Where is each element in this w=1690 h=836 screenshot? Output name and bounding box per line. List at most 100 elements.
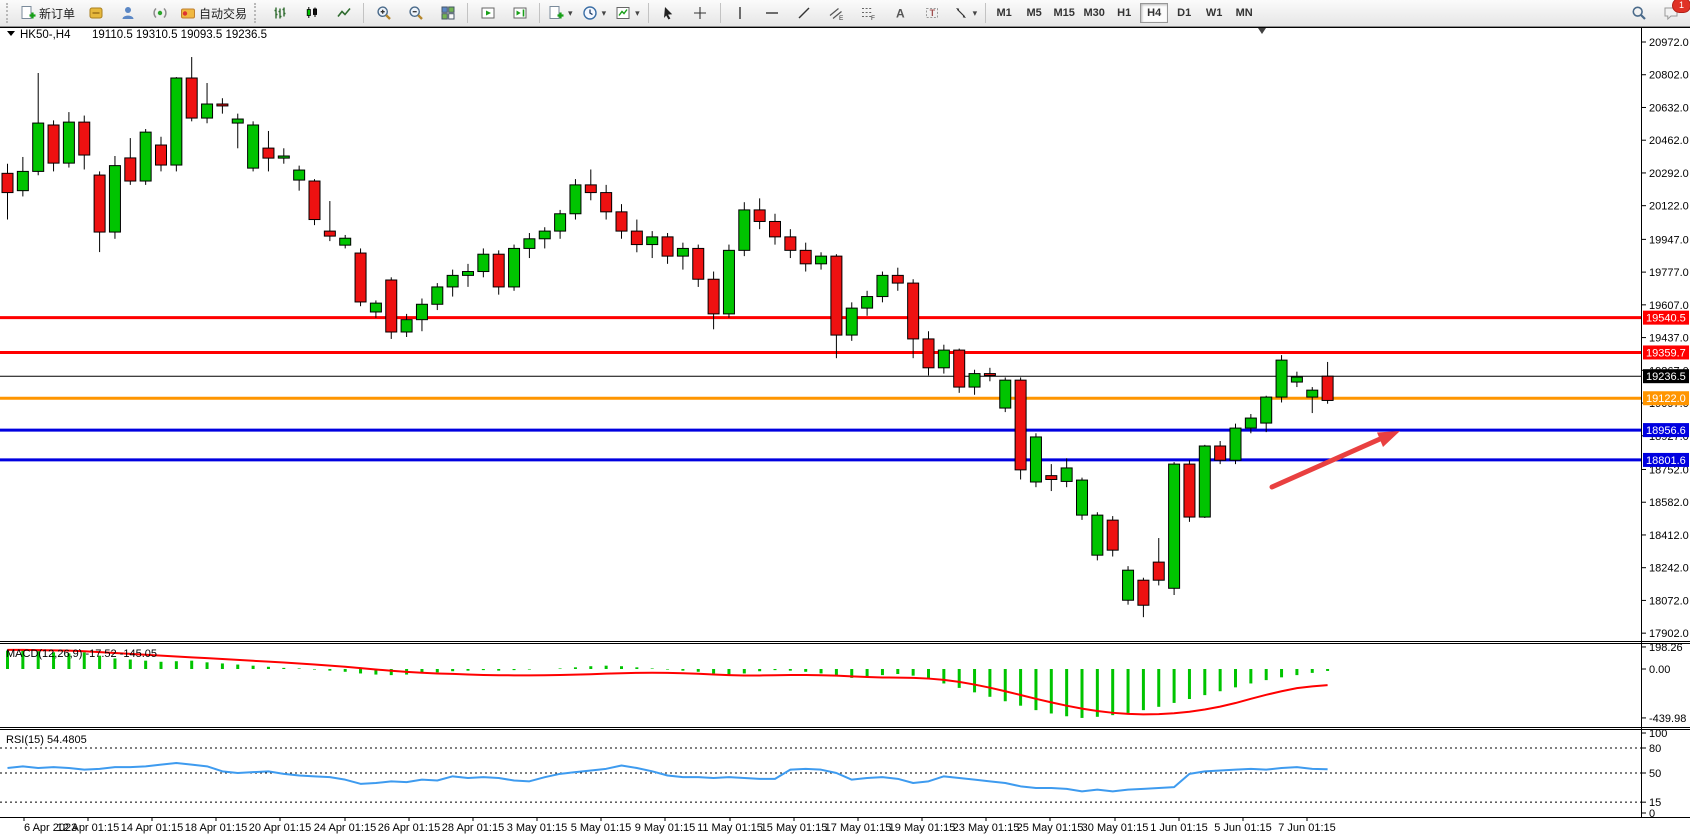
timeframe-button-MN[interactable]: MN [1235, 7, 1253, 19]
toolbar-separator [985, 3, 987, 23]
svg-text:-439.98: -439.98 [1649, 713, 1686, 725]
horizontal-line-button[interactable] [757, 1, 788, 25]
auto-trading-button[interactable]: 自动交易 [176, 1, 251, 25]
indicator-axes[interactable]: 198.26 0.00 -439.98 100 80 50 150 [1641, 642, 1686, 820]
macd-signal-line [7, 648, 1328, 716]
svg-text:20802.0: 20802.0 [1649, 70, 1689, 82]
crosshair-button[interactable] [685, 1, 716, 25]
timeframe-button-M5[interactable]: M5 [1026, 7, 1042, 19]
toolbar-separator [363, 3, 365, 23]
svg-text:28 Apr 01:15: 28 Apr 01:15 [442, 822, 504, 834]
svg-text:50: 50 [1649, 768, 1661, 780]
metaeditor-button[interactable] [80, 1, 111, 25]
search-icon [1631, 6, 1646, 20]
tile-windows-icon [441, 6, 455, 20]
svg-text:T: T [930, 8, 936, 18]
trendline-button[interactable] [789, 1, 820, 25]
templates-button[interactable]: ▾ [611, 1, 644, 25]
text-label-button[interactable]: T [917, 1, 948, 25]
channel-button[interactable]: E [821, 1, 852, 25]
cursor-arrow-icon [664, 7, 673, 20]
crosshair-icon [694, 7, 707, 19]
bar-chart-icon [274, 7, 286, 19]
chart-shift-marker[interactable] [1258, 28, 1266, 34]
svg-text:7 Jun 01:15: 7 Jun 01:15 [1278, 822, 1336, 834]
timeframe-button-H1[interactable]: H1 [1117, 7, 1132, 19]
chevron-down-icon: ▾ [972, 7, 978, 18]
price-label-box [1643, 423, 1689, 438]
svg-text:20292.0: 20292.0 [1649, 168, 1689, 180]
svg-text:17902.0: 17902.0 [1649, 628, 1689, 640]
rsi-line [7, 762, 1328, 793]
svg-text:A: A [896, 7, 905, 21]
svg-text:19236.5: 19236.5 [1646, 371, 1686, 383]
svg-text:30 May 01:15: 30 May 01:15 [1082, 822, 1149, 834]
price-label-box [1643, 310, 1689, 325]
chevron-down-icon: ▾ [601, 7, 607, 18]
price-label-box [1643, 345, 1689, 360]
periods-button[interactable]: ▾ [578, 1, 611, 25]
svg-text:19359.7: 19359.7 [1646, 347, 1686, 359]
new-chart-button[interactable]: ▾ [544, 1, 577, 25]
timeframe-button-M15[interactable]: M15 [1053, 7, 1075, 19]
svg-text:18801.6: 18801.6 [1646, 455, 1686, 467]
chart-menu-arrow-icon[interactable] [7, 31, 15, 36]
chart-bars-button[interactable] [264, 1, 295, 25]
metaeditor-icon [89, 7, 103, 19]
vertical-line-button[interactable] [725, 1, 756, 25]
toolbar-separator [467, 3, 469, 23]
svg-text:18072.0: 18072.0 [1649, 595, 1689, 607]
horizontal-line-icon [766, 12, 779, 14]
timeframe-button-M30[interactable]: M30 [1083, 7, 1105, 19]
svg-text:0: 0 [1649, 808, 1655, 820]
svg-text:20462.0: 20462.0 [1649, 135, 1689, 147]
panel-borders [0, 27, 1690, 818]
toolbar-drag-handle[interactable] [6, 3, 13, 23]
timeframe-button-H4[interactable]: H4 [1140, 3, 1169, 23]
trend-arrow-annotation[interactable] [1269, 431, 1400, 490]
chart-line-button[interactable] [328, 1, 359, 25]
equidistant-channel-icon: E [829, 8, 844, 21]
price-axis[interactable]: 20972.0 20802.0 20632.0 20462.0 20292.0 20122… [1641, 37, 1689, 640]
horizontal-price-lines[interactable] [0, 316, 1641, 462]
svg-text:100: 100 [1649, 728, 1667, 740]
toolbar-drag-handle[interactable] [254, 3, 261, 23]
auto-scroll-button[interactable] [472, 1, 503, 25]
search-button[interactable] [1623, 1, 1654, 25]
svg-text:198.26: 198.26 [1649, 642, 1683, 654]
svg-text:18956.6: 18956.6 [1646, 425, 1686, 437]
svg-text:20972.0: 20972.0 [1649, 37, 1689, 49]
signals-icon [152, 7, 167, 19]
zoom-in-icon [376, 6, 391, 20]
text-button[interactable]: A [885, 1, 916, 25]
chart-candles-button[interactable] [296, 1, 327, 25]
new-order-button[interactable]: 新订单 [16, 1, 79, 25]
zoom-out-button[interactable] [400, 1, 431, 25]
timeframe-button-M1[interactable]: M1 [996, 7, 1012, 19]
toolbar-separator [719, 3, 721, 23]
zoom-in-button[interactable] [368, 1, 399, 25]
svg-text:1 Jun 01:15: 1 Jun 01:15 [1150, 822, 1208, 834]
price-label-box [1643, 391, 1689, 406]
chart-shift-button[interactable] [504, 1, 535, 25]
notifications-button[interactable]: 1 [1655, 0, 1690, 25]
tile-windows-button[interactable] [432, 1, 463, 25]
price-label-box [1643, 452, 1689, 467]
chevron-down-icon: ▾ [568, 7, 573, 18]
auto-scroll-icon [481, 7, 495, 19]
timeframe-button-D1[interactable]: D1 [1177, 7, 1192, 19]
svg-text:14 Apr 01:15: 14 Apr 01:15 [121, 822, 183, 834]
svg-text:26 Apr 01:15: 26 Apr 01:15 [378, 822, 440, 834]
community-button[interactable] [112, 1, 143, 25]
svg-text:23 May 01:15: 23 May 01:15 [953, 822, 1020, 834]
svg-text:9 May 01:15: 9 May 01:15 [635, 822, 696, 834]
svg-text:5 Jun 01:15: 5 Jun 01:15 [1214, 822, 1272, 834]
cursor-button[interactable] [653, 1, 684, 25]
arrows-button[interactable]: ▾ [949, 1, 982, 25]
svg-text:18242.0: 18242.0 [1649, 563, 1689, 575]
timeframe-button-W1[interactable]: W1 [1205, 7, 1223, 19]
fibonacci-button[interactable]: F [853, 1, 884, 25]
signals-button[interactable] [144, 1, 175, 25]
